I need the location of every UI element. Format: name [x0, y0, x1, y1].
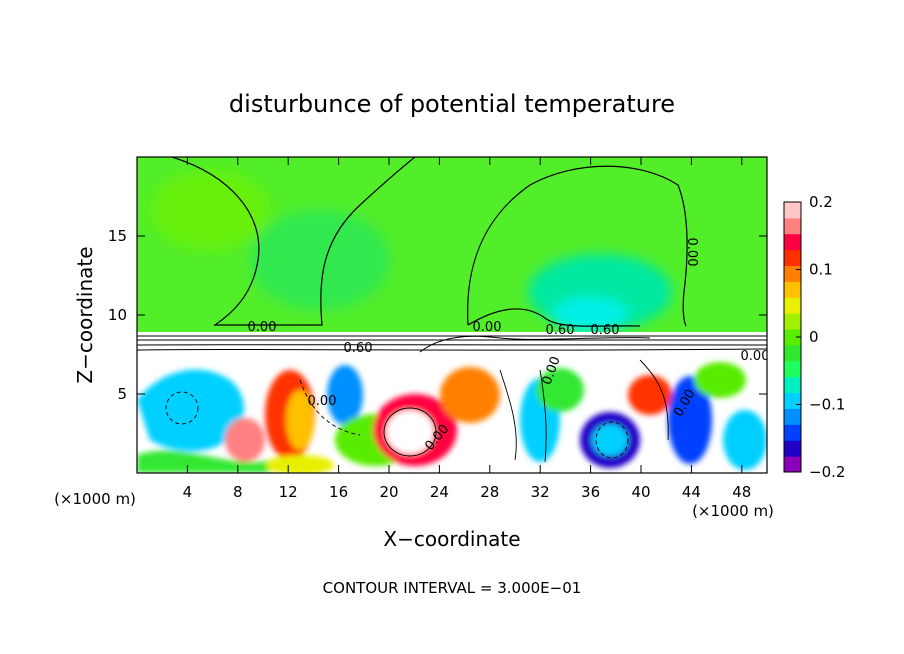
upper-cold-core [552, 297, 628, 333]
x-tick-label: 48 [732, 483, 751, 501]
lower-contours [165, 359, 669, 463]
colorbar-tick-label: −0.1 [809, 396, 845, 414]
inversion-contours [137, 335, 767, 353]
colorbar-swatch [784, 424, 801, 441]
upper-warm-region [150, 170, 270, 250]
x-tick-label: 32 [531, 483, 550, 501]
cool-cell-5 [723, 410, 767, 470]
cool-cell-1 [327, 365, 363, 425]
contour-label: 0.00 [741, 349, 770, 364]
colorbar-swatch [784, 440, 801, 457]
colorbar-swatch [784, 233, 801, 251]
x-tick-label: 20 [379, 483, 398, 501]
x-unit-right: (×1000 m) [692, 502, 774, 520]
colorbar-ticks: 0.2 0.1 0 −0.1 −0.2 [796, 193, 845, 481]
yellow-cell-1 [266, 455, 334, 473]
white-core-1 [386, 410, 434, 454]
colorbar-swatch [784, 392, 801, 409]
x-tick-label: 28 [480, 483, 499, 501]
colorbar-swatch [784, 408, 801, 425]
colorbar-swatch [784, 344, 801, 362]
contour-label: 0.60 [344, 341, 373, 356]
colorbar-swatch [784, 249, 801, 267]
y-tick-label: 10 [108, 306, 127, 324]
colorbar-tick-label: 0.1 [809, 261, 833, 279]
x-tick-label: 4 [183, 483, 193, 501]
colorbar-swatch [784, 456, 801, 473]
warm-cell-5 [225, 418, 265, 462]
inversion-band [137, 332, 767, 354]
colorbar-swatch [784, 281, 801, 298]
y-tick-label: 5 [117, 385, 127, 403]
chart-title: disturbunce of potential temperature [229, 90, 675, 118]
warm-cell-3 [440, 367, 500, 423]
contour-label: 0.00 [308, 394, 337, 409]
x-tick-label: 44 [682, 483, 701, 501]
x-tick-label: 16 [329, 483, 348, 501]
x-tick-label: 36 [581, 483, 600, 501]
x-tick-label: 24 [430, 483, 449, 501]
colorbar-swatch [784, 297, 801, 314]
x-tick-label: 12 [279, 483, 298, 501]
plot-area: 0.00 0.00 0.00 0.00 0.60 0.60 0.60 0.00 … [137, 157, 770, 473]
colorbar-swatch [784, 360, 801, 378]
upper-contours [171, 157, 688, 327]
contour-label: 0.00 [473, 320, 502, 335]
colorbar-swatch [784, 376, 801, 394]
cool-cell-3b [592, 424, 628, 456]
colorbar-swatch [784, 202, 801, 219]
y-axis-label: Z−coordinate [73, 246, 97, 383]
colorbar-swatch [784, 217, 801, 235]
y-tick-label: 15 [108, 227, 127, 245]
turbulent-band-1 [137, 369, 244, 452]
green-cell-3 [694, 362, 746, 398]
x-tick-label: 8 [233, 483, 243, 501]
turbulent-band-2 [137, 450, 270, 473]
contour-label: 0.00 [684, 238, 699, 267]
colorbar-swatch [784, 329, 801, 346]
x-axis-label: X−coordinate [383, 527, 520, 551]
x-tick-label: 40 [631, 483, 650, 501]
warm-cell-4 [628, 375, 672, 415]
warm-cell-1b [286, 390, 314, 450]
colorbar-tick-label: 0 [809, 328, 819, 346]
x-unit-left: (×1000 m) [54, 490, 136, 508]
green-cell-2 [536, 368, 584, 412]
x-axis: 4 8 12 16 20 24 28 32 36 40 44 48 [183, 157, 751, 501]
cool-cell-4 [668, 376, 712, 464]
colorbar-swatch [784, 313, 801, 330]
contour-label: 0.00 [248, 320, 277, 335]
contour-interval-note: CONTOUR INTERVAL = 3.000E−01 [323, 579, 582, 597]
colorbar-tick-label: −0.2 [809, 463, 845, 481]
contour-label: 0.60 [546, 323, 575, 338]
colorbar-swatch [784, 265, 801, 282]
y-axis: 5 10 15 [108, 227, 767, 403]
contour-label: 0.60 [591, 323, 620, 338]
upper-neutral-region [250, 210, 390, 310]
colorbar-tick-label: 0.2 [809, 193, 833, 211]
